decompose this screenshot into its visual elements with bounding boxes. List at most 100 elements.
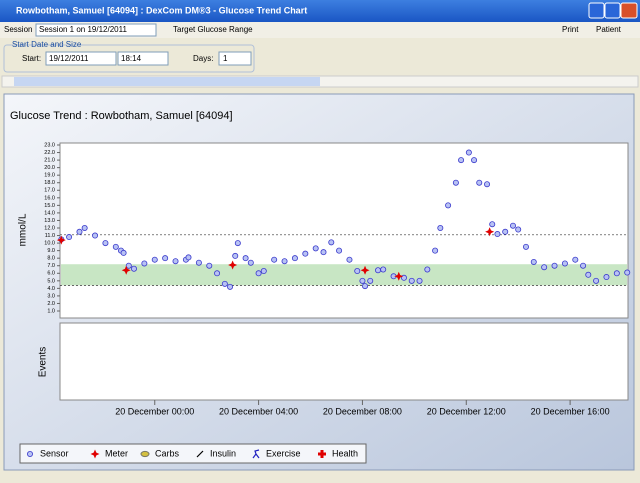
start-group — [3, 44, 255, 73]
sensor-point — [81, 224, 88, 231]
legend-label: Exercise — [266, 448, 301, 458]
sensor-point — [291, 255, 298, 262]
sensor-point — [624, 269, 631, 276]
y-tick-label: 3.0 — [47, 293, 55, 299]
y-tick-label: 17.0 — [44, 188, 55, 194]
sensor-point — [214, 270, 221, 277]
legend-icon — [26, 450, 33, 457]
sensor-point — [320, 249, 327, 256]
date-value: 19/12/2011 — [49, 54, 89, 63]
y-tick-label: 7.0 — [47, 263, 55, 269]
target-button[interactable]: Target Glucose Range — [173, 25, 253, 34]
y-tick-label: 2.0 — [47, 301, 55, 307]
legend-icon — [140, 450, 150, 458]
legend-icon — [90, 449, 100, 459]
y-tick-label: 19.0 — [44, 173, 55, 179]
window-title: Rowbotham, Samuel [64094] : DexCom DM®3 … — [16, 5, 307, 15]
sensor-point — [489, 221, 496, 228]
sensor-point — [484, 181, 491, 188]
close-button[interactable] — [620, 2, 638, 19]
sensor-point — [76, 228, 83, 235]
sensor-point — [92, 232, 99, 239]
sensor-point — [271, 256, 278, 263]
legend-label: Insulin — [210, 448, 236, 458]
y-tick-label: 14.0 — [44, 210, 55, 216]
print-button[interactable]: Print — [562, 25, 579, 34]
sensor-point — [465, 149, 472, 156]
group-title: Start Date and Size — [12, 40, 82, 49]
sensor-point — [102, 240, 109, 247]
sensor-point — [603, 274, 610, 281]
y-axis-label: mmol/L — [18, 213, 29, 246]
sensor-point — [530, 258, 537, 265]
y-tick-label: 4.0 — [47, 286, 55, 292]
scroll-thumb[interactable] — [14, 77, 320, 86]
sensor-point — [551, 262, 558, 269]
sensor-point — [515, 226, 522, 233]
session-label: Session — [4, 25, 32, 34]
y-tick-label: 8.0 — [47, 256, 55, 262]
meter-point — [485, 227, 495, 237]
sensor-point — [580, 262, 587, 269]
legend-icon — [318, 450, 326, 458]
patient-button[interactable]: Patient — [596, 25, 622, 34]
sensor-point — [247, 259, 254, 266]
date-picker[interactable] — [45, 51, 117, 66]
sensor-point — [471, 157, 478, 164]
y-tick-label: 16.0 — [44, 195, 55, 201]
y-tick-label: 11.0 — [45, 233, 55, 239]
y-tick-label: 20.0 — [44, 165, 55, 171]
sensor-point — [312, 245, 319, 252]
sensor-point — [509, 222, 516, 229]
sensor-point — [613, 270, 620, 277]
sensor-point — [66, 234, 73, 241]
y-tick-label: 21.0 — [44, 158, 55, 164]
sensor-point — [437, 224, 444, 231]
time-picker[interactable] — [117, 51, 169, 66]
maximize-button[interactable] — [604, 2, 621, 19]
toolbar — [0, 22, 640, 38]
sensor-point — [445, 202, 452, 209]
x-tick-label: 20 December 16:00 — [531, 406, 610, 416]
legend-icon — [252, 449, 260, 459]
sensor-point — [561, 260, 568, 267]
sensor-point — [221, 280, 228, 287]
events-label: Events — [38, 347, 49, 378]
sensor-point — [452, 179, 459, 186]
sensor-point — [585, 271, 592, 278]
sensor-point — [232, 252, 239, 259]
sensor-point — [162, 255, 169, 262]
sensor-point — [541, 264, 548, 271]
x-tick-label: 20 December 12:00 — [427, 406, 506, 416]
sensor-point — [424, 266, 431, 273]
y-tick-label: 13.0 — [44, 218, 55, 224]
title-bar — [0, 0, 640, 22]
session-select[interactable] — [35, 23, 157, 37]
sensor-point — [125, 262, 132, 269]
y-tick-label: 6.0 — [47, 271, 55, 277]
sensor-point — [328, 239, 335, 246]
sensor-point — [458, 157, 465, 164]
days-label: Days: — [193, 54, 213, 63]
x-tick-label: 20 December 04:00 — [219, 406, 298, 416]
sensor-point — [255, 270, 262, 277]
sensor-point — [185, 254, 192, 261]
sensor-point — [362, 283, 369, 290]
plot-area — [59, 142, 629, 319]
sensor-point — [354, 268, 361, 275]
sensor-point — [416, 277, 423, 284]
sensor-point — [242, 255, 249, 262]
days-select[interactable] — [218, 51, 252, 66]
sensor-point — [572, 256, 579, 263]
legend-label: Sensor — [40, 448, 69, 458]
y-tick-label: 18.0 — [44, 180, 55, 186]
minimize-button[interactable] — [588, 2, 605, 19]
meter-point — [394, 271, 404, 281]
sensor-point — [281, 258, 288, 265]
y-tick-label: 1.0 — [47, 308, 55, 314]
y-tick-label: 10.0 — [44, 241, 55, 247]
sensor-point — [346, 256, 353, 263]
sensor-point — [112, 243, 119, 250]
sensor-point — [120, 249, 127, 256]
